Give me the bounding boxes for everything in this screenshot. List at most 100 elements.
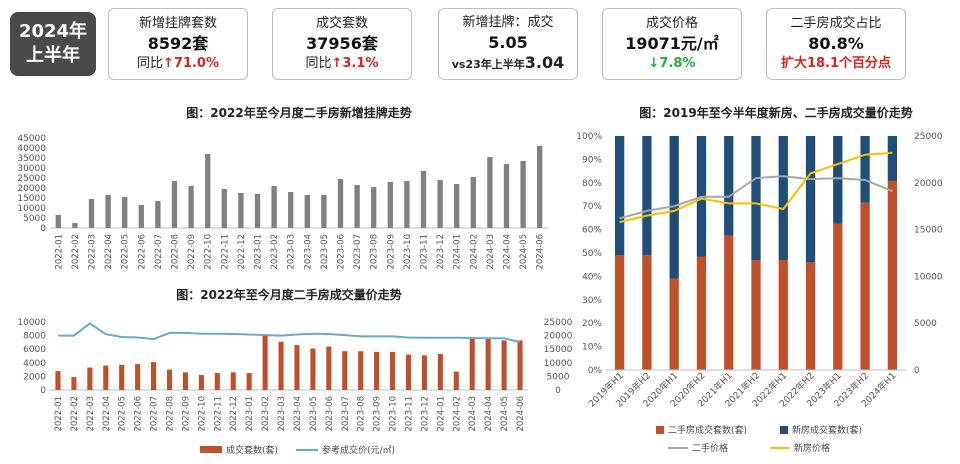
y-left-tick-label: 0%: [588, 366, 603, 376]
y-right-tick-label: 10000: [914, 272, 943, 282]
y-left-tick-label: 80%: [582, 179, 602, 189]
bar-new-listings: [520, 161, 526, 228]
x-tick-label: 2022-02: [70, 396, 80, 432]
bar-new-listings: [221, 189, 227, 228]
x-tick-label: 2022-04: [104, 234, 114, 270]
bar-deals: [342, 351, 348, 390]
y-right-tick-label: 5000: [547, 372, 570, 382]
line-newhome-price: [619, 151, 893, 224]
bar-deals: [262, 334, 268, 390]
bar-new-listings: [537, 146, 543, 228]
bar-resale-share: [778, 260, 788, 370]
y-right-tick-label: 5000: [914, 319, 937, 329]
x-tick-label: 2022-03: [88, 234, 98, 270]
y-tick-label: 30000: [17, 164, 46, 174]
x-tick-label: 2022-08: [166, 396, 176, 432]
x-tick-label: 2022-06: [134, 396, 144, 432]
line-resale-price: [619, 175, 893, 220]
x-tick-label: 2023-01: [245, 396, 255, 432]
bar-new-listings: [105, 195, 111, 228]
y-left-tick-label: 0: [40, 386, 46, 396]
kpi-label: 成交价格: [645, 16, 698, 31]
bar-resale-share: [860, 202, 870, 370]
legend-label-newhome: 新房成交套数(套): [792, 424, 862, 436]
x-tick-label: 2023-02: [261, 396, 271, 432]
bar-new-listings: [321, 195, 327, 228]
x-tick-label: 2024-04: [484, 396, 494, 432]
y-right-tick-label: 0: [914, 366, 920, 376]
chart-title: 图：2019年至今半年度新房、二手房成交量价走势: [639, 105, 912, 120]
bar-new-listings: [487, 157, 493, 228]
x-tick-label: 2022-10: [197, 396, 207, 432]
bar-deals: [278, 341, 284, 390]
bar-deals: [374, 351, 380, 390]
kpi-sub-value: ↑71.0%: [163, 56, 219, 71]
kpi-label: 新增挂牌套数: [138, 16, 217, 31]
x-tick-label: 2023-07: [341, 396, 351, 432]
kpi-card-listing-ratio: 新增挂牌：成交 5.05 vs23年上半年3.04: [438, 8, 578, 80]
bar-resale-share: [833, 223, 843, 370]
bar-newhome-share: [887, 136, 897, 181]
bar-new-listings: [88, 199, 95, 228]
x-tick-label: 2023-12: [420, 396, 430, 432]
bar-newhome-share: [724, 136, 734, 236]
legend-label-deals: 成交套数(套): [226, 444, 278, 456]
x-tick-label: 2024-01: [453, 234, 463, 270]
x-tick-label: 2023-09: [373, 396, 383, 432]
x-tick-label: 2023-11: [420, 234, 430, 270]
bar-new-listings: [470, 177, 476, 228]
kpi-sub-prefix: vs23年上半年: [451, 58, 525, 71]
y-left-tick-label: 4000: [23, 359, 46, 369]
kpi-sub: 同比↑3.1%: [306, 55, 379, 73]
halfyear-new-resale-chart: 图：2019年至今半年度新房、二手房成交量价走势 0% 10% 20% 30% 40% 50…: [576, 105, 943, 454]
x-tick-label: 2023-01: [254, 234, 264, 270]
y-left-tick-label: 10%: [582, 343, 602, 353]
bar-deals: [390, 351, 396, 390]
x-tick-label: 2023-09: [386, 234, 396, 270]
kpi-sub: ↓7.8%: [649, 55, 696, 73]
y-left-tick-label: 90%: [582, 155, 602, 165]
bar-deals: [87, 367, 93, 390]
kpi-sub: vs23年上半年3.04: [452, 54, 565, 74]
x-tick-label: 2022-11: [213, 396, 223, 432]
y-left-tick-label: 10000: [17, 318, 46, 328]
x-tick-label: 2023-08: [370, 234, 380, 270]
kpi-sub-prefix: 同比: [305, 56, 332, 71]
x-tick-label: 2022-01: [54, 234, 64, 270]
x-tick-label: 2023-05: [309, 396, 319, 432]
y-right-tick-label: 10000: [544, 359, 573, 369]
kpi-sub-value: ↑3.1%: [331, 56, 379, 71]
bar-resale-share: [805, 262, 816, 370]
y-left-tick-label: 60%: [582, 226, 602, 236]
legend-label-resale-price: 二手价格: [692, 442, 728, 454]
x-tick-label: 2024-05: [500, 396, 510, 432]
kpi-value: 5.05: [488, 33, 528, 52]
period-badge: 2024年 上半年: [10, 12, 96, 76]
bar-new-listings: [387, 182, 393, 228]
x-tick-label: 2024-06: [536, 234, 546, 270]
bar-deals: [55, 370, 61, 390]
legend-swatch-resale: [656, 426, 664, 434]
legend-label-newhome-price: 新房价格: [794, 442, 830, 454]
x-tick-label: 2023-10: [403, 234, 413, 270]
y-left-tick-label: 50%: [582, 249, 602, 259]
x-tick-label: 2023-02: [270, 234, 280, 270]
x-tick-label: 2023-12: [436, 234, 446, 270]
x-tick-label: 2024-06: [516, 396, 526, 432]
y-left-tick-label: 8000: [23, 332, 46, 342]
x-tick-label: 2023-06: [337, 234, 347, 270]
badge-year: 2024年: [18, 21, 88, 42]
kpi-sub-value: 扩大18.1个百分点: [780, 56, 892, 71]
bar-new-listings: [337, 179, 344, 228]
x-tick-label: 2024-05: [519, 234, 529, 270]
bar-deals: [119, 364, 125, 390]
bar-deals: [501, 340, 507, 390]
badge-half: 上半年: [26, 45, 80, 66]
bar-resale-share: [887, 180, 897, 370]
kpi-value: 19071元/㎡: [625, 34, 719, 53]
bar-new-listings: [420, 171, 427, 228]
x-tick-label: 2024-04: [503, 234, 513, 270]
bar-deals: [198, 375, 204, 390]
bar-newhome-share: [642, 136, 652, 256]
y-tick-label: 15000: [17, 194, 46, 204]
